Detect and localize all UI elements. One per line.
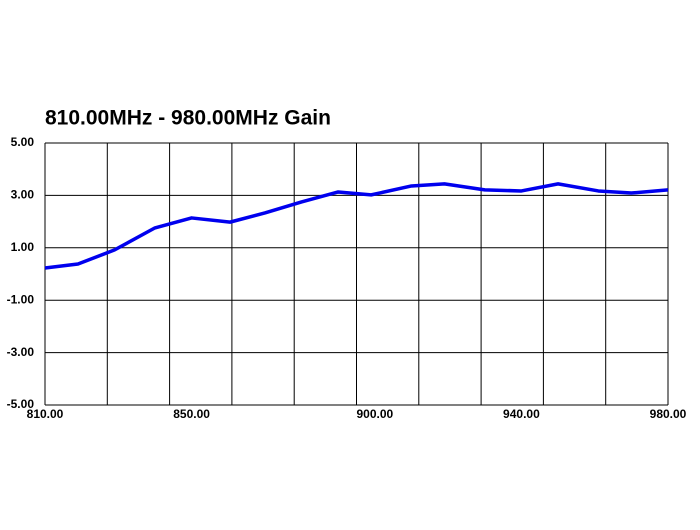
- x-tick-label: 810.00: [27, 407, 64, 421]
- chart-title: 810.00MHz - 980.00MHz Gain: [45, 107, 331, 130]
- y-tick-label: 3.00: [11, 188, 35, 202]
- y-tick-label: -5.00: [7, 397, 35, 411]
- y-tick-label: 1.00: [11, 240, 35, 254]
- x-tick-label: 980.00: [650, 407, 687, 421]
- y-tick-label: 5.00: [11, 135, 35, 149]
- data-line: [44, 182, 669, 270]
- y-tick-label: -1.00: [7, 292, 35, 306]
- x-tick-label: 900.00: [356, 407, 393, 421]
- x-tick-label: 850.00: [173, 407, 210, 421]
- x-tick-label: 940.00: [503, 407, 540, 421]
- y-tick-label: -3.00: [7, 345, 35, 359]
